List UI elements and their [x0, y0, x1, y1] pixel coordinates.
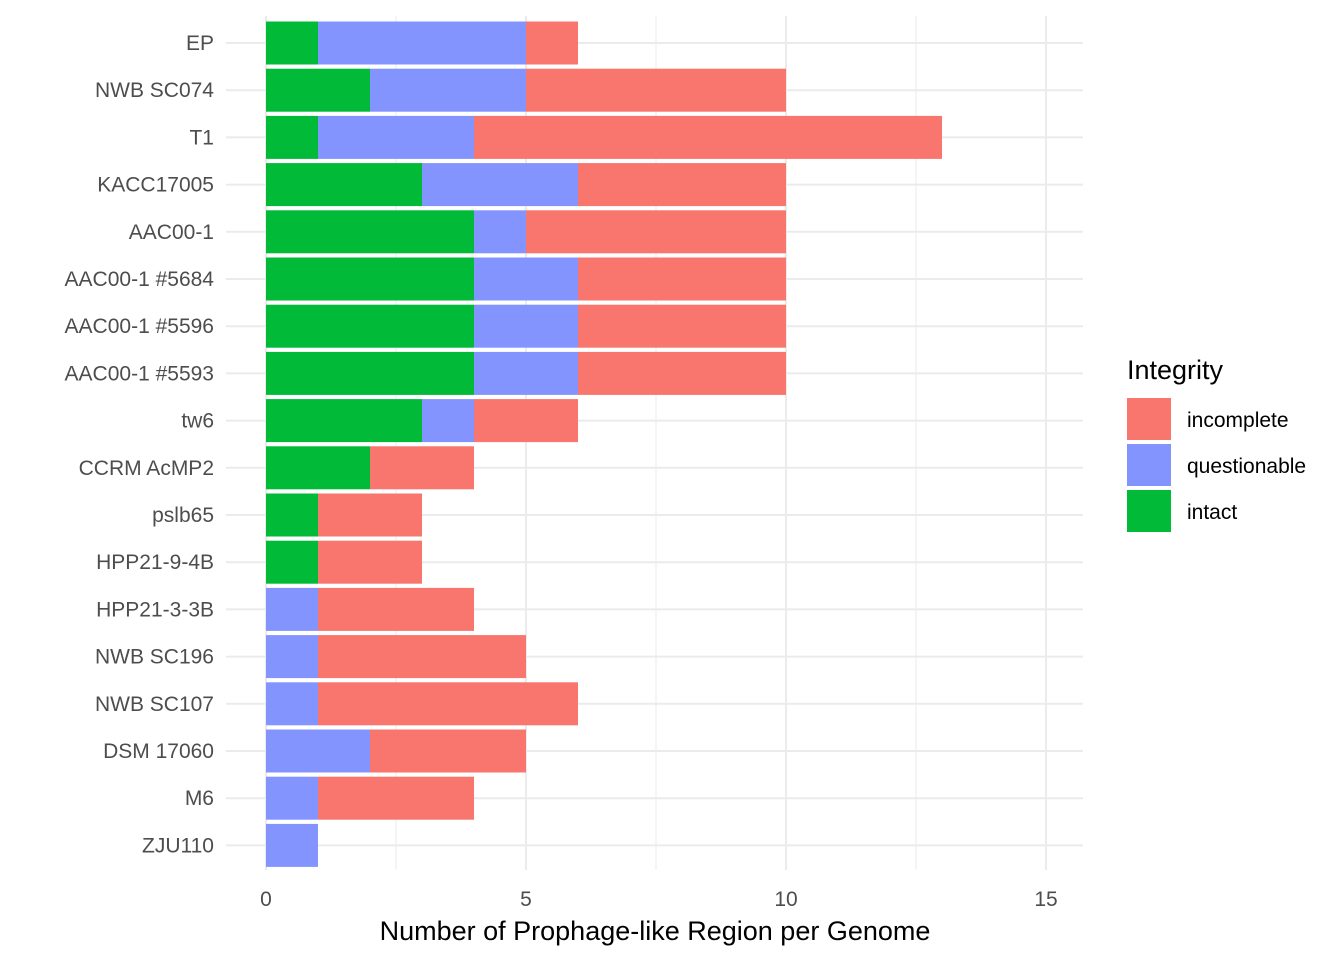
bar-segment-incomplete: AAC00-1 #5593 — incomplete: 4	[578, 351, 786, 395]
bar-segment-intact: AAC00-1 #5684 — intact: 4	[266, 257, 474, 301]
bar-segment-incomplete: NWB SC107 — incomplete: 5	[318, 682, 578, 726]
bar-segment-intact: EP — intact: 1	[266, 21, 318, 65]
bars: EP — intact: 1EP — questionable: 4EP — i…	[266, 21, 942, 867]
bar-segment-questionable: tw6 — questionable: 1	[422, 399, 474, 443]
bar-segment-incomplete: CCRM AcMP2 — incomplete: 2	[370, 446, 474, 490]
bar-segment-intact: pslb65 — intact: 1	[266, 493, 318, 537]
bar-segment-incomplete: EP — incomplete: 1	[526, 21, 578, 65]
bar-segment-intact: CCRM AcMP2 — intact: 2	[266, 446, 370, 490]
y-tick-label: NWB SC107	[95, 693, 214, 716]
bar-segment-incomplete: DSM 17060 — incomplete: 3	[370, 729, 526, 773]
y-tick-label: tw6	[181, 410, 214, 433]
bar-segment-incomplete: AAC00-1 — incomplete: 5	[526, 210, 786, 254]
bar-segment-incomplete: KACC17005 — incomplete: 4	[578, 163, 786, 207]
bar-segment-questionable: AAC00-1 #5596 — questionable: 2	[474, 304, 578, 348]
y-tick-label: T1	[189, 126, 214, 149]
bar-segment-questionable: NWB SC196 — questionable: 1	[266, 635, 318, 679]
y-tick-label: HPP21-3-3B	[96, 598, 214, 621]
y-tick-label: NWB SC196	[95, 646, 214, 669]
x-axis-title: Number of Prophage-like Region per Genom…	[380, 916, 931, 946]
y-tick-label: EP	[186, 32, 214, 55]
bar-segment-questionable: NWB SC074 — questionable: 3	[370, 68, 526, 112]
bar-segment-incomplete: NWB SC196 — incomplete: 4	[318, 635, 526, 679]
y-tick-label: HPP21-9-4B	[96, 551, 214, 574]
legend-title: Integrity	[1127, 355, 1224, 385]
y-tick-label: ZJU110	[142, 834, 214, 857]
bar-segment-intact: T1 — intact: 1	[266, 115, 318, 159]
x-tick-label: 0	[260, 888, 272, 911]
legend-swatch-intact	[1127, 490, 1171, 532]
y-tick-label: KACC17005	[97, 174, 214, 197]
legend-label-incomplete: incomplete	[1187, 409, 1289, 432]
legend-swatch-questionable	[1127, 444, 1171, 486]
y-tick-label: AAC00-1 #5684	[65, 268, 215, 291]
bar-segment-questionable: AAC00-1 #5684 — questionable: 2	[474, 257, 578, 301]
y-tick-label: NWB SC074	[95, 79, 214, 102]
bar-segment-questionable: AAC00-1 #5593 — questionable: 2	[474, 351, 578, 395]
x-tick-label: 10	[774, 888, 797, 911]
legend-label-intact: intact	[1187, 501, 1237, 524]
bar-segment-incomplete: AAC00-1 #5596 — incomplete: 4	[578, 304, 786, 348]
bar-segment-incomplete: tw6 — incomplete: 2	[474, 399, 578, 443]
bar-segment-intact: HPP21-9-4B — intact: 1	[266, 540, 318, 584]
bar-segment-intact: KACC17005 — intact: 3	[266, 163, 422, 207]
bar-segment-intact: AAC00-1 — intact: 4	[266, 210, 474, 254]
bar-segment-questionable: HPP21-3-3B — questionable: 1	[266, 587, 318, 631]
y-tick-labels: EP NWB SC074 T1 KACC17005 AAC00-1 AAC00-1 #56…	[65, 32, 215, 857]
bar-segment-incomplete: T1 — incomplete: 9	[474, 115, 942, 159]
bar-segment-questionable: AAC00-1 — questionable: 1	[474, 210, 526, 254]
y-tick-label: AAC00-1 #5596	[65, 315, 214, 338]
bar-segment-questionable: ZJU110 — questionable: 1	[266, 823, 318, 867]
bar-segment-intact: AAC00-1 #5593 — intact: 4	[266, 351, 474, 395]
y-tick-label: pslb65	[152, 504, 214, 527]
x-tick-labels: 0 5 10 15	[260, 888, 1058, 911]
bar-segment-intact: tw6 — intact: 3	[266, 399, 422, 443]
bar-segment-incomplete: HPP21-9-4B — incomplete: 2	[318, 540, 422, 584]
y-tick-label: M6	[185, 787, 214, 810]
bar-segment-incomplete: pslb65 — incomplete: 2	[318, 493, 422, 537]
bar-segment-incomplete: M6 — incomplete: 3	[318, 776, 474, 820]
x-tick-label: 15	[1034, 888, 1057, 911]
bar-segment-questionable: DSM 17060 — questionable: 2	[266, 729, 370, 773]
y-tick-label: DSM 17060	[103, 740, 214, 763]
bar-segment-questionable: M6 — questionable: 1	[266, 776, 318, 820]
y-tick-label: CCRM AcMP2	[79, 457, 214, 480]
legend-items: incomplete questionable intact	[1127, 398, 1306, 532]
bar-segment-intact: NWB SC074 — intact: 2	[266, 68, 370, 112]
bar-segment-intact: AAC00-1 #5596 — intact: 4	[266, 304, 474, 348]
y-tick-label: AAC00-1 #5593	[65, 362, 214, 385]
bar-segment-incomplete: HPP21-3-3B — incomplete: 3	[318, 587, 474, 631]
legend: Integrity incomplete questionable intact	[1127, 355, 1306, 532]
legend-label-questionable: questionable	[1187, 455, 1306, 478]
bar-segment-questionable: T1 — questionable: 3	[318, 115, 474, 159]
y-tick-label: AAC00-1	[129, 221, 214, 244]
bar-segment-questionable: NWB SC107 — questionable: 1	[266, 682, 318, 726]
bar-segment-questionable: KACC17005 — questionable: 3	[422, 163, 578, 207]
legend-swatch-incomplete	[1127, 398, 1171, 440]
bar-segment-incomplete: AAC00-1 #5684 — incomplete: 4	[578, 257, 786, 301]
bar-segment-incomplete: NWB SC074 — incomplete: 5	[526, 68, 786, 112]
x-tick-label: 5	[520, 888, 532, 911]
bar-segment-questionable: EP — questionable: 4	[318, 21, 526, 65]
